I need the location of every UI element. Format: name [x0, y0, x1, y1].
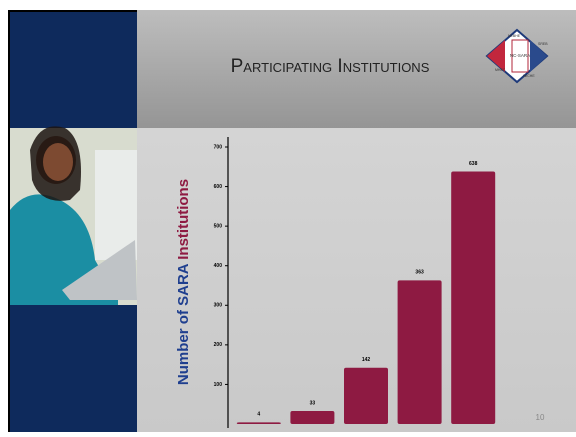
- y-tick-label: 500: [214, 223, 223, 229]
- bar: [344, 368, 388, 424]
- logo-text: WICHE: [523, 74, 535, 78]
- y-axis-title-part: Institutions: [175, 179, 192, 260]
- value-label: 638: [469, 161, 478, 167]
- y-tick-label: 200: [214, 342, 223, 348]
- bar: [398, 280, 442, 424]
- bar: [237, 422, 281, 424]
- logo-text: NEBHE: [508, 34, 521, 38]
- logo-text: SREB: [538, 42, 548, 46]
- y-tick-label: 600: [214, 184, 223, 190]
- slide-title: Participating Institutions: [231, 56, 430, 77]
- value-label: 363: [415, 270, 424, 276]
- y-tick-label: 400: [214, 263, 223, 269]
- value-label: 4: [257, 412, 260, 418]
- y-tick-label: 300: [214, 303, 223, 309]
- value-label: 142: [362, 357, 371, 363]
- slide: Participating Institutions NEBHE SREB MH…: [0, 0, 576, 432]
- bar: [451, 172, 495, 424]
- bar: [290, 411, 334, 424]
- photo: [10, 126, 137, 305]
- y-axis-title: Number of SARA Institutions: [175, 179, 192, 385]
- logo-center: NC-SARA: [510, 53, 530, 58]
- page-number: 10: [536, 413, 545, 422]
- y-tick-label: 100: [214, 382, 223, 388]
- page: Participating Institutions NEBHE SREB MH…: [0, 0, 576, 437]
- y-axis-title-part: Number of SARA: [175, 263, 192, 385]
- value-label: 33: [310, 400, 316, 406]
- logo-text: MHEC: [495, 68, 506, 72]
- y-tick-label: 700: [214, 144, 223, 150]
